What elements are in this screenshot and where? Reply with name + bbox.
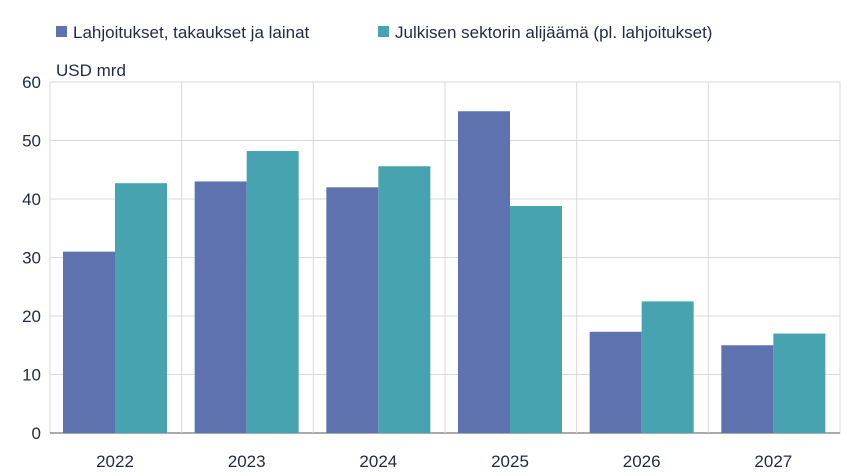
bar-lahjoitukset-2022 — [63, 251, 115, 433]
gridlines — [50, 81, 840, 434]
legend-swatch-alijaama — [378, 26, 389, 37]
y-tick-label-0: 0 — [32, 424, 41, 443]
bar-lahjoitukset-2023 — [194, 181, 247, 433]
bar-lahjoitukset-2026 — [589, 331, 642, 433]
bar-alijaama-2023 — [246, 151, 299, 433]
x-tick-label-2022: 2022 — [96, 452, 134, 471]
bar-alijaama-2026 — [641, 301, 694, 433]
bars — [63, 111, 826, 434]
y-tick-label-20: 20 — [22, 307, 41, 326]
bar-alijaama-2022 — [115, 183, 167, 433]
y-tick-label-60: 60 — [22, 73, 41, 92]
y-axis-unit-label: USD mrd — [56, 61, 126, 80]
y-tick-label-10: 10 — [22, 366, 41, 385]
x-tick-label-2024: 2024 — [359, 452, 397, 471]
legend: Lahjoitukset, takaukset ja lainat Julkis… — [56, 23, 712, 42]
bar-lahjoitukset-2024 — [326, 187, 379, 433]
x-tick-label-2026: 2026 — [623, 452, 661, 471]
bar-alijaama-2027 — [773, 333, 826, 433]
y-tick-label-50: 50 — [22, 132, 41, 151]
y-axis-ticks: 0 10 20 30 40 50 60 — [22, 73, 41, 443]
legend-swatch-lahjoitukset — [56, 26, 67, 37]
bar-alijaama-2024 — [378, 166, 431, 434]
x-tick-label-2025: 2025 — [491, 452, 529, 471]
bar-lahjoitukset-2027 — [721, 345, 774, 433]
y-tick-label-30: 30 — [22, 249, 41, 268]
x-tick-label-2027: 2027 — [754, 452, 792, 471]
bar-alijaama-2025 — [510, 206, 562, 433]
bar-lahjoitukset-2025 — [458, 111, 510, 433]
x-axis-ticks: 2022 2023 2024 2025 2026 2027 — [96, 452, 792, 471]
legend-label-lahjoitukset: Lahjoitukset, takaukset ja lainat — [73, 23, 310, 42]
legend-label-alijaama: Julkisen sektorin alijäämä (pl. lahjoitu… — [395, 23, 712, 42]
x-tick-label-2023: 2023 — [228, 452, 266, 471]
y-tick-label-40: 40 — [22, 190, 41, 209]
